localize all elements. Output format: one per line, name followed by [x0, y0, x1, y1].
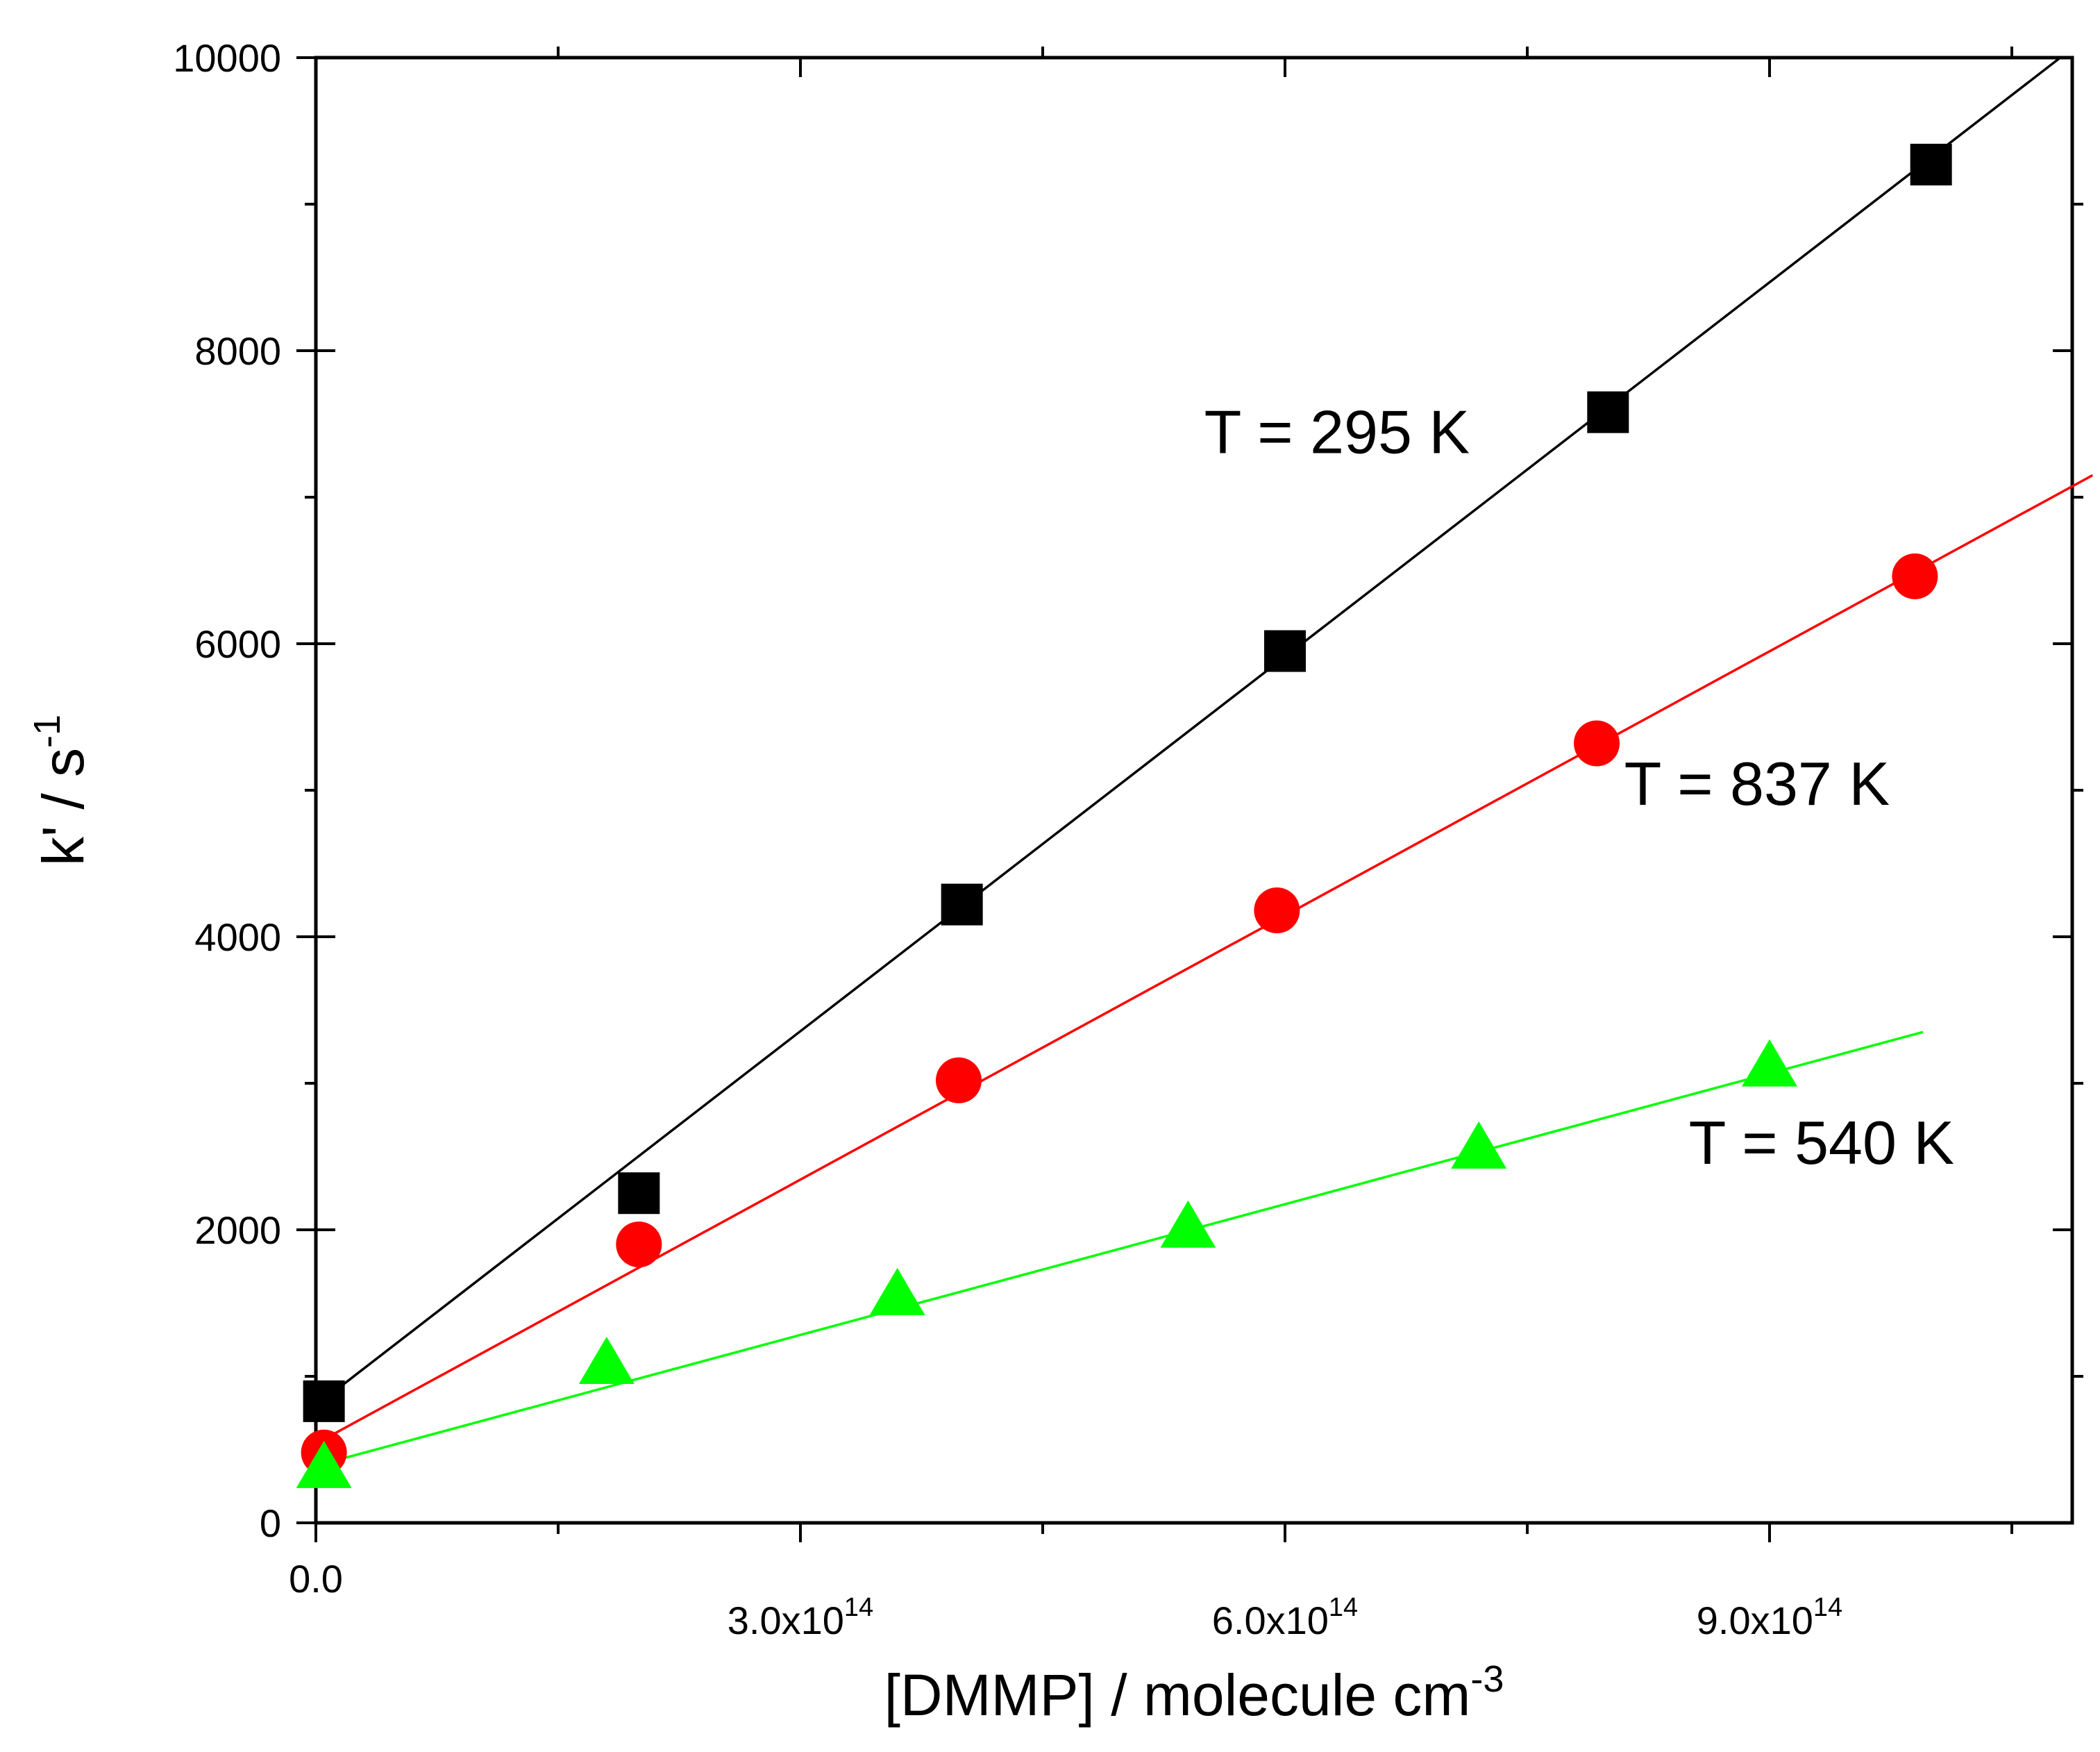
circle-marker — [616, 1221, 662, 1268]
circle-marker — [1574, 720, 1620, 767]
fit-line-triangle — [315, 1031, 1924, 1467]
x-tick-label-mantissa: 9.0x10 — [1697, 1599, 1813, 1642]
x-tick-label: 3.0x1014 — [728, 1593, 873, 1642]
square-marker — [941, 883, 983, 926]
fit-lines — [314, 56, 2094, 1467]
y-axis-title-exponent: -1 — [26, 715, 68, 748]
x-tick-label-exponent: 14 — [1813, 1593, 1842, 1622]
triangle-marker — [296, 1440, 352, 1488]
x-tick-label: 6.0x1014 — [1212, 1593, 1358, 1642]
triangle-marker — [869, 1267, 925, 1315]
x-tick-label-mantissa: 6.0x10 — [1212, 1599, 1329, 1642]
series-label: T = 540 K — [1689, 1108, 1954, 1177]
y-tick-label: 10000 — [173, 36, 281, 80]
circle-marker — [1254, 887, 1300, 934]
x-tick-label: 0.0 — [289, 1557, 343, 1601]
square-marker — [1587, 391, 1629, 433]
square-marker — [1910, 144, 1952, 186]
y-tick-label: 8000 — [194, 329, 281, 373]
circle-marker — [936, 1057, 982, 1103]
fit-line-circle — [315, 474, 2094, 1445]
y-tick-label: 2000 — [194, 1208, 281, 1252]
y-tick-label: 4000 — [194, 915, 281, 959]
triangle-marker — [578, 1337, 635, 1385]
y-tick-label: 0 — [260, 1501, 281, 1545]
square-marker — [1264, 630, 1306, 672]
circle-marker — [1892, 553, 1938, 599]
series-label: T = 837 K — [1624, 749, 1890, 818]
fit-line-square — [314, 56, 2061, 1407]
x-tick-label-exponent: 14 — [844, 1593, 873, 1622]
x-tick-label-mantissa: 0.0 — [289, 1557, 343, 1601]
x-tick-label-mantissa: 3.0x10 — [728, 1599, 844, 1642]
x-tick-label-exponent: 14 — [1329, 1593, 1358, 1622]
square-marker — [303, 1380, 345, 1422]
series-label: T = 295 K — [1204, 398, 1470, 467]
y-axis-title-text: k' / s — [31, 748, 96, 866]
triangle-marker — [1742, 1039, 1797, 1087]
x-tick-label: 9.0x1014 — [1697, 1593, 1842, 1642]
axis-ticks — [296, 47, 2083, 1542]
series-annotations: T = 295 K T = 837 K T = 540 K — [1204, 398, 1954, 1177]
y-tick-label: 6000 — [194, 622, 281, 666]
square-marker — [618, 1172, 660, 1215]
triangle-marker — [1451, 1121, 1507, 1169]
y-axis-title: k' / s-1 — [26, 715, 96, 866]
x-axis-title-text: [DMMP] / molecule cm — [884, 1662, 1471, 1728]
data-points — [296, 144, 1952, 1488]
x-axis-title: [DMMP] / molecule cm-3 — [884, 1658, 1504, 1728]
triangle-marker — [1160, 1200, 1216, 1248]
x-axis-title-exponent: -3 — [1470, 1658, 1504, 1700]
